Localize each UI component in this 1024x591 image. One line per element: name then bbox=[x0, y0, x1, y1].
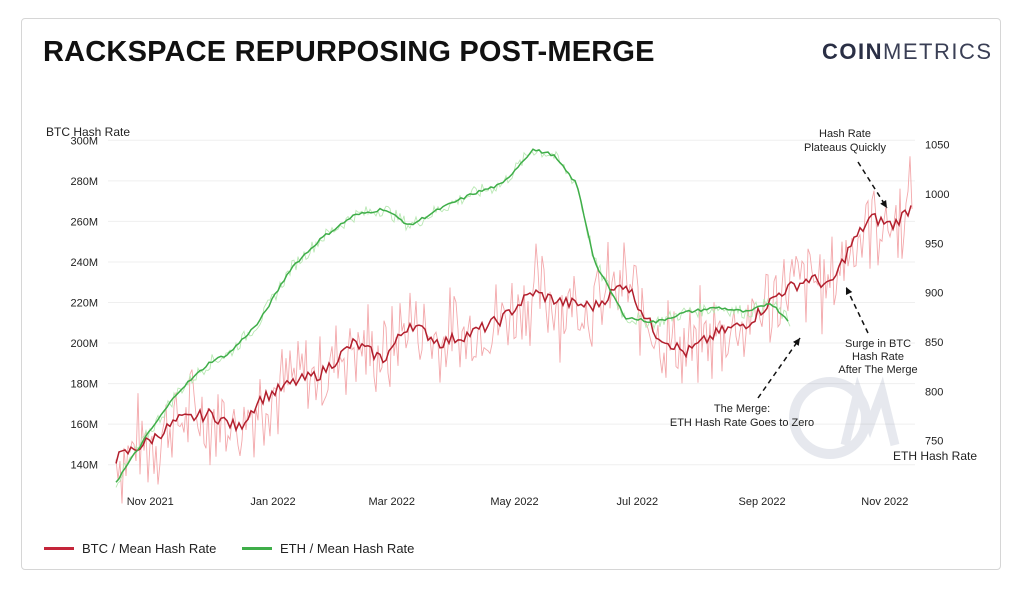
chart-title: RACKSPACE REPURPOSING POST-MERGE bbox=[43, 36, 655, 68]
left-axis-label: BTC Hash Rate bbox=[46, 125, 130, 139]
right-tick-label: 750 bbox=[925, 436, 943, 448]
x-tick-label: Jan 2022 bbox=[250, 496, 295, 508]
legend-item-btc[interactable]: BTC / Mean Hash Rate bbox=[44, 541, 216, 556]
left-tick-label: 220M bbox=[70, 298, 98, 310]
eth-mean-line bbox=[115, 148, 789, 483]
btc-legend-swatch bbox=[44, 547, 74, 550]
gridlines bbox=[108, 139, 915, 466]
left-tick-label: 300M bbox=[70, 135, 98, 147]
tick-labels: 140M 160M 180M 200M 220M 240M 260M 280M 300M 750 8… bbox=[70, 135, 949, 508]
watermark-logo bbox=[789, 376, 900, 459]
right-tick-label: 1000 bbox=[925, 189, 949, 201]
legend-label-eth: ETH / Mean Hash Rate bbox=[280, 541, 415, 556]
annotation-arrowhead bbox=[845, 287, 853, 295]
annotation-arrow bbox=[845, 286, 869, 334]
right-tick-label: 800 bbox=[925, 386, 943, 398]
legend-label-btc: BTC / Mean Hash Rate bbox=[82, 541, 217, 556]
left-tick-label: 240M bbox=[70, 257, 98, 269]
x-tick-label: Nov 2021 bbox=[127, 496, 174, 508]
brand-logo: COINMETRICS bbox=[822, 39, 993, 65]
raw-series bbox=[115, 149, 913, 504]
annotation-arrowhead bbox=[793, 338, 800, 346]
x-tick-label: Mar 2022 bbox=[369, 496, 415, 508]
annotation-text: Plateaus Quickly bbox=[804, 142, 886, 154]
legend-item-eth[interactable]: ETH / Mean Hash Rate bbox=[242, 541, 414, 556]
x-tick-label: Nov 2022 bbox=[861, 496, 908, 508]
right-tick-label: 1050 bbox=[925, 140, 949, 152]
left-tick-label: 140M bbox=[70, 460, 98, 472]
left-tick-label: 260M bbox=[70, 216, 98, 228]
left-tick-label: 180M bbox=[70, 379, 98, 391]
x-tick-label: May 2022 bbox=[490, 496, 538, 508]
right-tick-label: 850 bbox=[925, 337, 943, 349]
brand-light: METRICS bbox=[883, 39, 993, 64]
x-tick-label: Jul 2022 bbox=[616, 496, 658, 508]
eth-legend-swatch bbox=[242, 547, 272, 550]
left-tick-label: 280M bbox=[70, 176, 98, 188]
right-axis-label: ETH Hash Rate bbox=[893, 449, 977, 463]
annotation-text: The Merge: bbox=[714, 403, 770, 415]
left-tick-label: 160M bbox=[70, 419, 98, 431]
right-tick-label: 900 bbox=[925, 288, 943, 300]
annotation-text: After The Merge bbox=[838, 364, 917, 376]
annotation-text: ETH Hash Rate Goes to Zero bbox=[670, 417, 814, 429]
annotation-text: Hash Rate bbox=[819, 128, 871, 140]
annotation-text: Surge in BTC bbox=[845, 338, 911, 350]
left-tick-label: 200M bbox=[70, 338, 98, 350]
annotation-text: Hash Rate bbox=[852, 351, 904, 363]
mean-series bbox=[115, 148, 912, 483]
right-tick-label: 950 bbox=[925, 238, 943, 250]
annotation-arrow bbox=[757, 337, 801, 399]
btc-mean-line bbox=[115, 205, 912, 464]
btc-raw-line bbox=[115, 156, 913, 504]
brand-bold: COIN bbox=[822, 39, 883, 64]
x-tick-label: Sep 2022 bbox=[738, 496, 785, 508]
annotation-arrowhead bbox=[880, 200, 887, 208]
annotation-arrow bbox=[857, 161, 888, 209]
